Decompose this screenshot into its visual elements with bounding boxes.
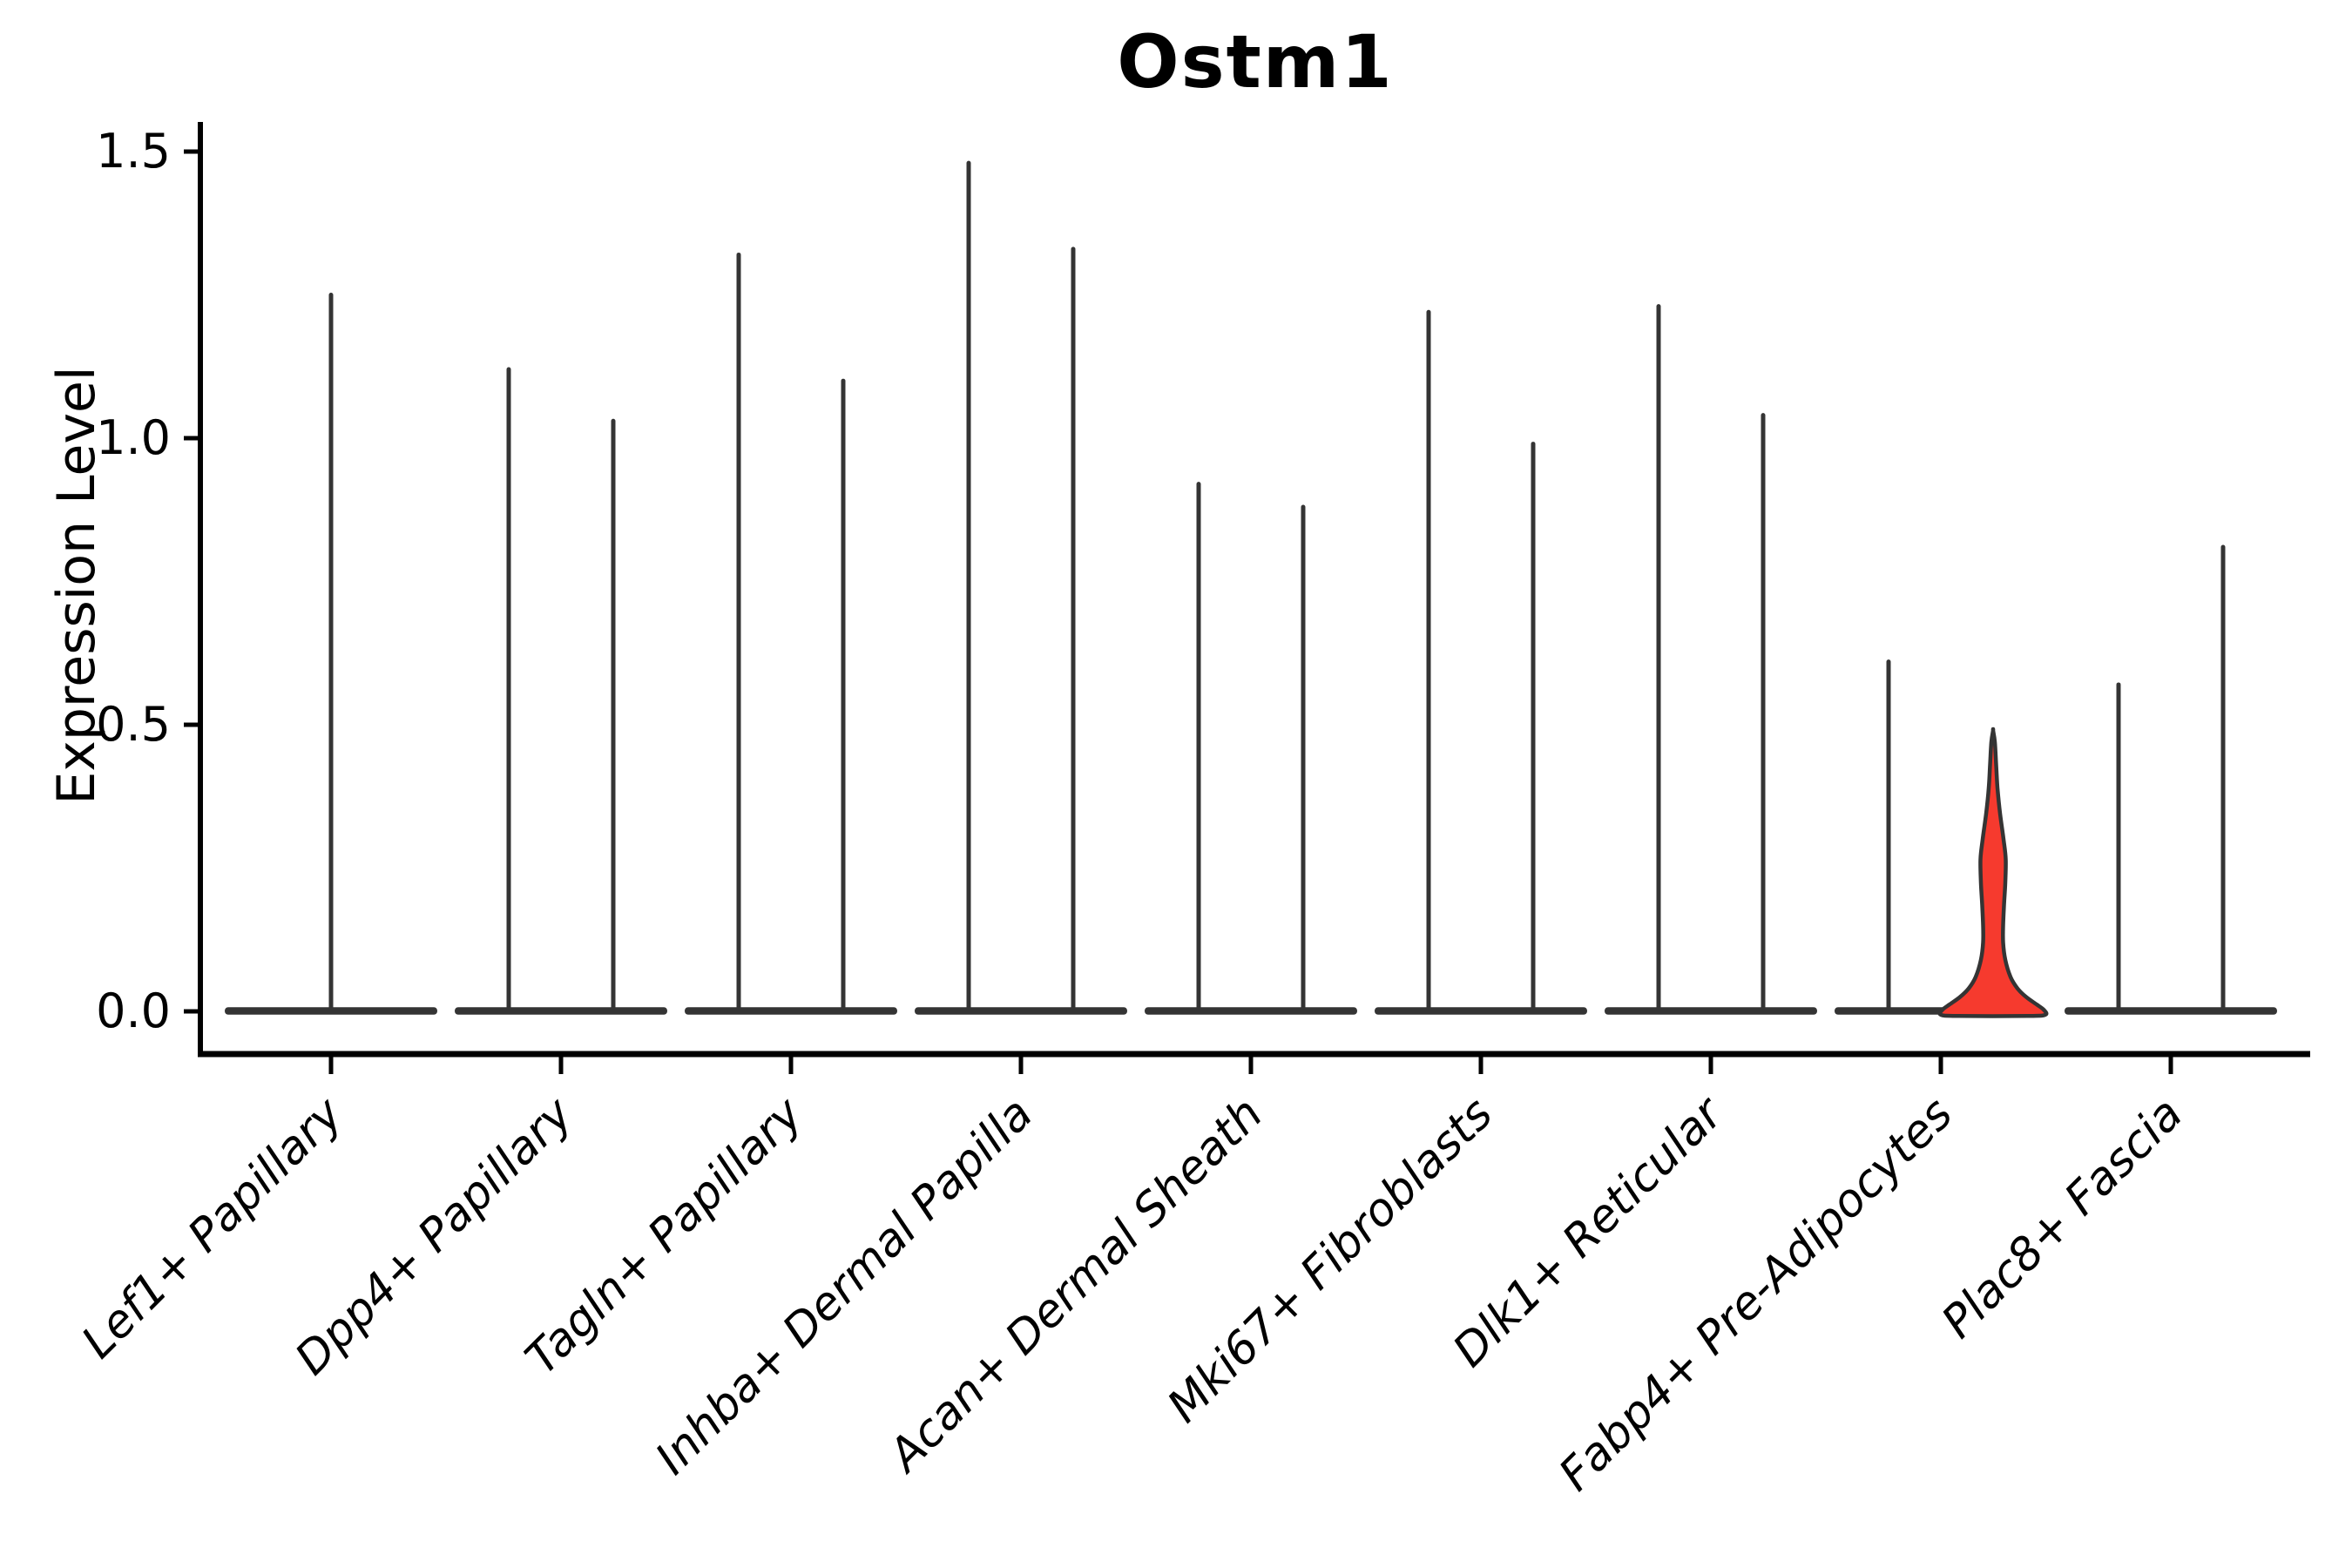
y-tick-label: 0.0 — [96, 983, 171, 1038]
violin-base — [455, 1007, 667, 1015]
y-tick-label: 1.0 — [96, 410, 171, 465]
violin-base — [915, 1007, 1127, 1015]
violin-base — [1605, 1007, 1817, 1015]
violin-base — [1145, 1007, 1357, 1015]
x-tick-label: Plac8+ Fascia — [1932, 1088, 2193, 1348]
y-tick-label: 1.5 — [96, 124, 171, 179]
violin-base — [1375, 1007, 1587, 1015]
violin-base — [2065, 1007, 2277, 1015]
highlighted-violin — [1937, 727, 2049, 1018]
y-tick-label: 0.5 — [96, 697, 171, 752]
x-tick-label: Fabp4+ Pre-Adipocytes — [1550, 1088, 1963, 1502]
violin-base — [685, 1007, 897, 1015]
x-tick-label: Acan+ Dermal Sheath — [877, 1088, 1273, 1484]
x-tick-label: Inhba+ Dermal Papilla — [645, 1088, 1043, 1485]
chart-title: Ostm1 — [1117, 19, 1394, 105]
violin-base — [1835, 1007, 1950, 1015]
